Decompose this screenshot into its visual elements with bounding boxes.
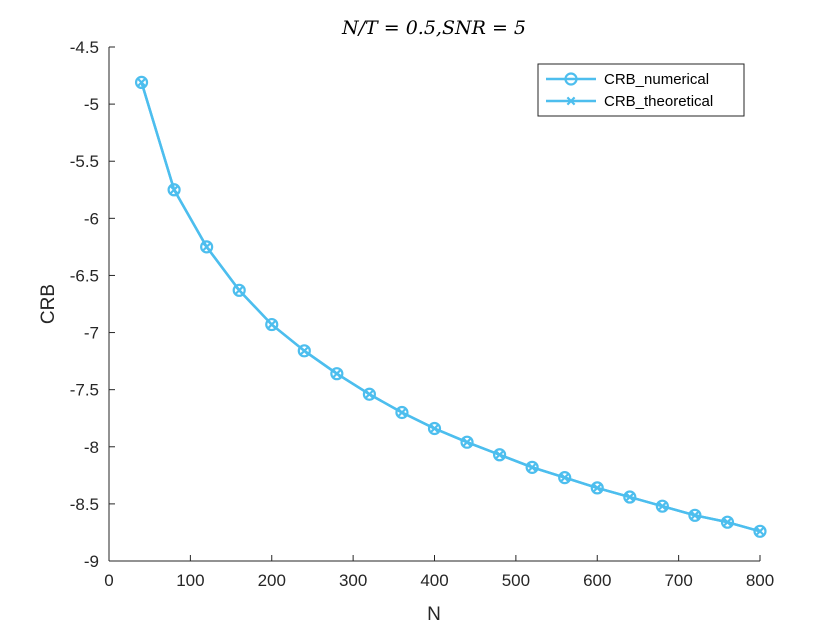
data-point-CRB_theoretical: [462, 437, 472, 447]
x-tick-label: 800: [746, 571, 774, 590]
data-point-CRB_numerical: [362, 387, 376, 401]
legend-label: CRB_numerical: [604, 71, 709, 88]
data-point-CRB_numerical: [395, 405, 409, 420]
data-point-CRB_theoretical: [527, 462, 537, 472]
y-tick-label: -7: [84, 324, 99, 343]
data-point-CRB_theoretical: [723, 517, 732, 527]
x-tick-label: 200: [258, 571, 286, 590]
data-point-CRB_numerical: [558, 471, 572, 485]
data-point-CRB_numerical: [493, 448, 507, 462]
y-tick-label: -7.5: [70, 381, 99, 400]
chart-title: N/T = 0.5,SNR = 5: [341, 17, 526, 39]
data-point-CRB_numerical: [753, 524, 767, 538]
data-point-CRB_theoretical: [495, 450, 504, 460]
axes: 0 100 200 300 400 500 600 700 800 -4.5 -5 -5.5 -6 -6.…: [70, 38, 774, 590]
legend-marker-circle: [564, 72, 578, 86]
data-point-CRB_numerical: [200, 240, 214, 254]
data-point-CRB_theoretical: [202, 242, 212, 252]
y-tick-label: -9: [84, 552, 99, 571]
y-tick-label: -4.5: [70, 38, 99, 57]
data-point-CRB_numerical: [167, 183, 181, 197]
data-point-CRB_theoretical: [137, 78, 146, 87]
data-point-CRB_theoretical: [397, 408, 407, 417]
x-axis-label: N: [427, 604, 441, 625]
data-point-CRB_theoretical: [430, 424, 439, 433]
legend: CRB_numerical CRB_theoretical: [537, 63, 745, 117]
legend-label: CRB_theoretical: [604, 93, 713, 110]
x-tick-label: 100: [176, 571, 204, 590]
y-tick-label: -6: [84, 209, 99, 228]
y-axis-label: CRB: [38, 284, 59, 324]
data-point-CRB_numerical: [590, 481, 604, 495]
series-line-CRB_theoretical: [140, 82, 761, 533]
legend-marker-x: [566, 96, 576, 106]
x-tick-label: 400: [420, 571, 448, 590]
data-point-CRB_theoretical: [169, 185, 179, 195]
plot-area: [134, 75, 767, 538]
x-tick-label: 700: [664, 571, 692, 590]
data-point-CRB_numerical: [525, 460, 539, 474]
y-tick-label: -6.5: [70, 266, 99, 285]
data-point-CRB_numerical: [623, 490, 637, 504]
data-point-CRB_theoretical: [592, 483, 602, 493]
data-point-CRB_numerical: [232, 283, 246, 297]
series-line-CRB_numerical: [140, 82, 761, 533]
data-point-CRB_theoretical: [755, 526, 765, 536]
x-tick-label: 600: [583, 571, 611, 590]
data-point-CRB_theoretical: [267, 320, 277, 329]
data-point-CRB_theoretical: [365, 389, 374, 399]
data-point-CRB_theoretical: [234, 285, 244, 295]
data-point-CRB_numerical: [460, 435, 474, 449]
y-tick-label: -5.5: [70, 152, 99, 171]
data-point-CRB_numerical: [297, 344, 311, 358]
x-tick-label: 500: [502, 571, 530, 590]
data-point-CRB_theoretical: [299, 346, 309, 356]
data-point-CRB_numerical: [330, 367, 344, 381]
data-point-CRB_numerical: [427, 421, 442, 436]
data-point-CRB_theoretical: [625, 492, 635, 502]
x-tick-label: 300: [339, 571, 367, 590]
y-tick-label: -5: [84, 95, 99, 114]
data-point-CRB_numerical: [265, 317, 279, 332]
y-tick-label: -8: [84, 438, 99, 457]
data-point-CRB_theoretical: [657, 501, 667, 511]
data-point-CRB_theoretical: [690, 510, 700, 520]
y-tick-label: -8.5: [70, 495, 99, 514]
x-tick-label: 0: [104, 571, 113, 590]
data-point-CRB_theoretical: [560, 473, 570, 482]
data-point-CRB_theoretical: [332, 369, 342, 379]
data-point-CRB_numerical: [134, 75, 149, 90]
data-point-CRB_numerical: [655, 499, 669, 513]
